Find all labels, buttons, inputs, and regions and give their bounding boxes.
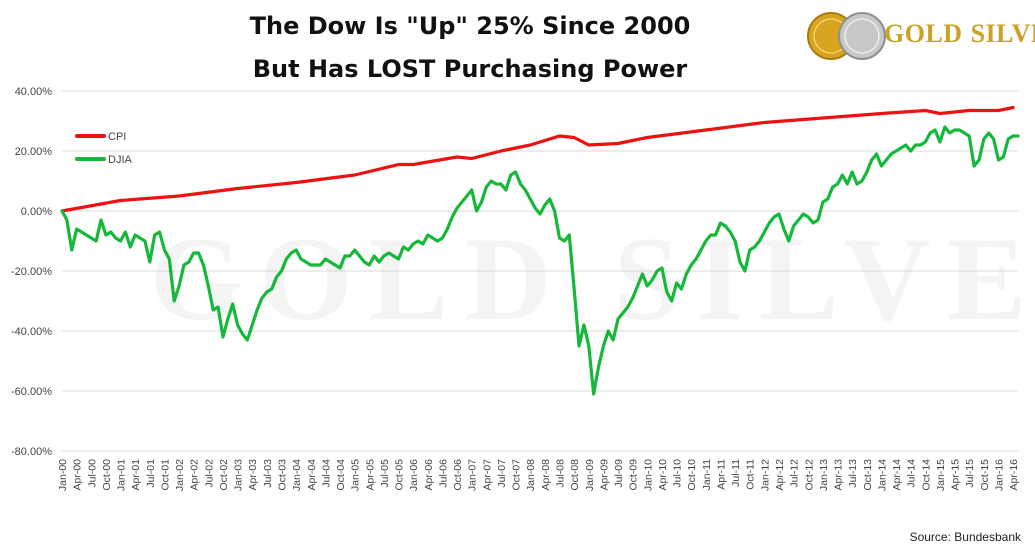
y-tick-label: -60.00% [11,386,52,398]
legend-label-djia: DJIA [108,154,133,166]
x-tick-label: Jul-11 [730,459,742,487]
x-tick-label: Jan-14 [876,459,888,491]
series-line-cpi [60,105,1015,213]
x-tick-label: Jan-01 [116,459,128,491]
x-tick-label: Jan-15 [935,459,947,491]
series-line-djia [60,125,1020,396]
x-tick-label: Apr-02 [189,459,201,491]
x-tick-label: Apr-00 [72,459,84,491]
x-tick-label: Jan-16 [993,459,1005,491]
chart-title-line-1: The Dow Is "Up" 25% Since 2000 [249,12,691,40]
x-tick-label: Apr-03 [247,459,259,491]
x-tick-label: Apr-06 [423,459,435,491]
x-tick-label: Jul-14 [906,459,918,488]
x-tick-label: Apr-12 [774,459,786,491]
x-tick-label: Apr-16 [1008,459,1020,491]
x-tick-label: Jul-03 [262,459,274,488]
x-tick-label: Apr-11 [715,459,727,490]
x-tick-label: Jan-00 [57,459,69,491]
source-note: Source: Bundesbank [909,530,1021,544]
x-tick-label: Apr-08 [540,459,552,491]
x-tick-label: Jul-02 [203,459,215,488]
x-tick-label: Jul-00 [86,459,98,488]
x-tick-label: Jul-08 [555,459,567,488]
gold-silver-logo [807,12,886,60]
x-tick-label: Apr-15 [950,459,962,491]
x-tick-label: Jan-04 [291,459,303,491]
x-tick-label: Oct-07 [511,459,523,491]
brand-word-gold: GOLD [884,19,963,48]
x-tick-label: Jan-12 [759,459,771,491]
x-tick-label: Oct-12 [803,459,815,491]
x-tick-label: Jan-11 [701,459,713,490]
x-tick-label: Jul-13 [847,459,859,488]
x-tick-label: Oct-05 [394,459,406,491]
x-tick-label: Jan-08 [525,459,537,491]
x-tick-label: Apr-01 [130,459,142,491]
x-tick-label: Jan-09 [584,459,596,491]
x-tick-label: Jul-01 [145,459,157,488]
x-tick-label: Oct-00 [101,459,113,491]
x-tick-label: Oct-14 [920,459,932,491]
y-tick-label: 0.00% [21,206,52,218]
brand-word-silver: SILVER [970,19,1035,48]
y-tick-label: -80.00% [11,446,52,458]
x-tick-label: Oct-08 [569,459,581,491]
x-tick-label: Apr-13 [833,459,845,491]
legend-label-cpi: CPI [108,131,126,143]
chart-title-line-2: But Has LOST Purchasing Power [252,55,688,83]
x-tick-label: Jan-06 [408,459,420,491]
x-tick-label: Jul-05 [379,459,391,488]
x-tick-label: Oct-06 [452,459,464,491]
x-tick-label: Jul-10 [672,459,684,488]
x-tick-label: Apr-09 [598,459,610,491]
x-tick-label: Apr-05 [364,459,376,491]
x-tick-label: Oct-04 [335,459,347,491]
x-tick-label: Apr-04 [306,459,318,491]
x-tick-label: Jul-12 [789,459,801,488]
x-tick-label: Jan-03 [233,459,245,491]
y-tick-label: -40.00% [11,326,52,338]
x-tick-label: Jul-06 [437,459,449,488]
brand-watermark: GOLD SILVER [150,210,1035,348]
x-tick-label: Oct-09 [628,459,640,491]
x-tick-label: Oct-10 [686,459,698,491]
x-tick-label: Jan-10 [642,459,654,491]
x-tick-label: Jan-07 [467,459,479,491]
brand-name: GOLDSILVER [884,19,1035,49]
x-tick-label: Jul-09 [613,459,625,488]
x-tick-label: Apr-07 [481,459,493,491]
x-tick-label: Apr-14 [891,459,903,491]
y-tick-label: 40.00% [15,86,53,98]
x-tick-label: Jan-05 [350,459,362,491]
x-tick-label: Jul-04 [320,459,332,488]
x-tick-label: Jan-13 [818,459,830,491]
x-tick-label: Oct-03 [276,459,288,491]
x-tick-label: Oct-02 [218,459,230,491]
x-tick-label: Jul-15 [964,459,976,488]
x-tick-label: Jan-02 [174,459,186,491]
y-tick-label: -20.00% [11,266,52,278]
x-tick-label: Apr-10 [657,459,669,491]
x-tick-label: Oct-11 [745,459,757,490]
x-tick-label: Oct-01 [159,459,171,491]
y-tick-label: 20.00% [15,146,53,158]
x-tick-label: Oct-13 [862,459,874,491]
x-tick-label: Oct-15 [979,459,991,491]
x-tick-label: Jul-07 [496,459,508,488]
